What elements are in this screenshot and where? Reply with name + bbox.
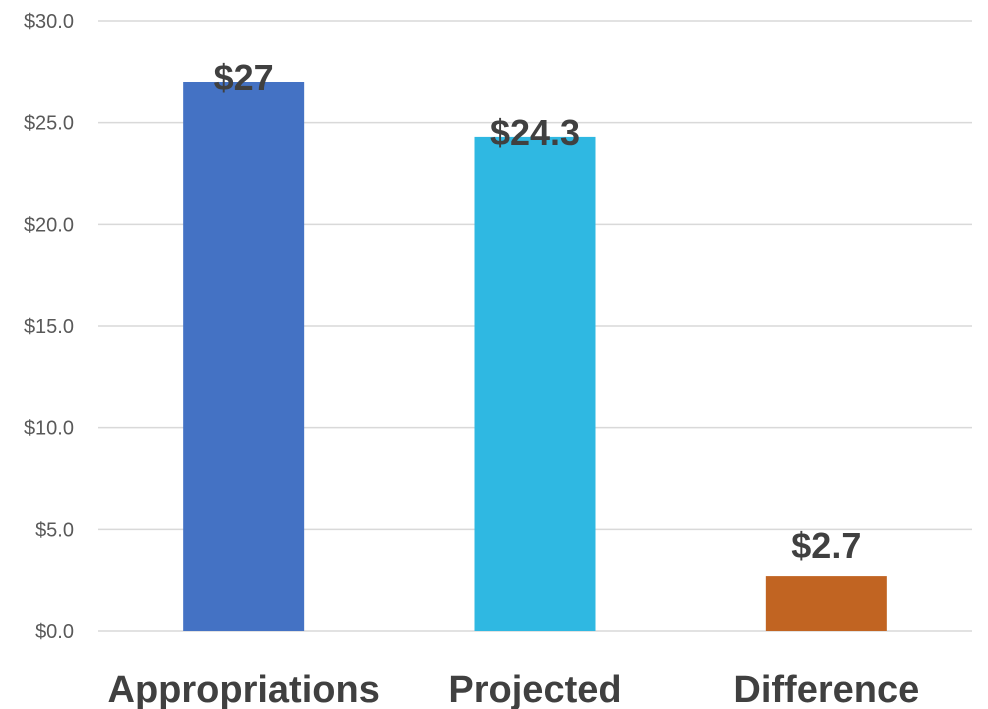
y-tick-label: $5.0 — [35, 519, 74, 541]
data-label: $24.3 — [490, 112, 580, 153]
y-tick-label: $25.0 — [24, 113, 74, 135]
y-tick-label: $0.0 — [35, 621, 74, 643]
y-tick-label: $10.0 — [24, 418, 74, 440]
bar — [474, 136, 596, 631]
category-labels: Appropriations Projected Difference — [108, 669, 920, 709]
category-label: Difference — [733, 669, 919, 709]
y-tick-label: $15.0 — [24, 316, 74, 338]
bar — [183, 82, 305, 631]
category-label: Appropriations — [108, 669, 380, 709]
bar — [765, 576, 887, 631]
y-tick-label: $30.0 — [24, 11, 74, 33]
category-label: Projected — [448, 669, 621, 709]
y-tick-label: $20.0 — [24, 214, 74, 236]
data-label: $2.7 — [791, 525, 861, 566]
data-labels: $27 $24.3 $2.7 — [214, 57, 862, 566]
bars — [183, 82, 887, 631]
data-label: $27 — [214, 57, 274, 98]
y-axis-tick-labels: $0.0 $5.0 $10.0 $15.0 $20.0 $25.0 $30.0 — [24, 11, 74, 643]
